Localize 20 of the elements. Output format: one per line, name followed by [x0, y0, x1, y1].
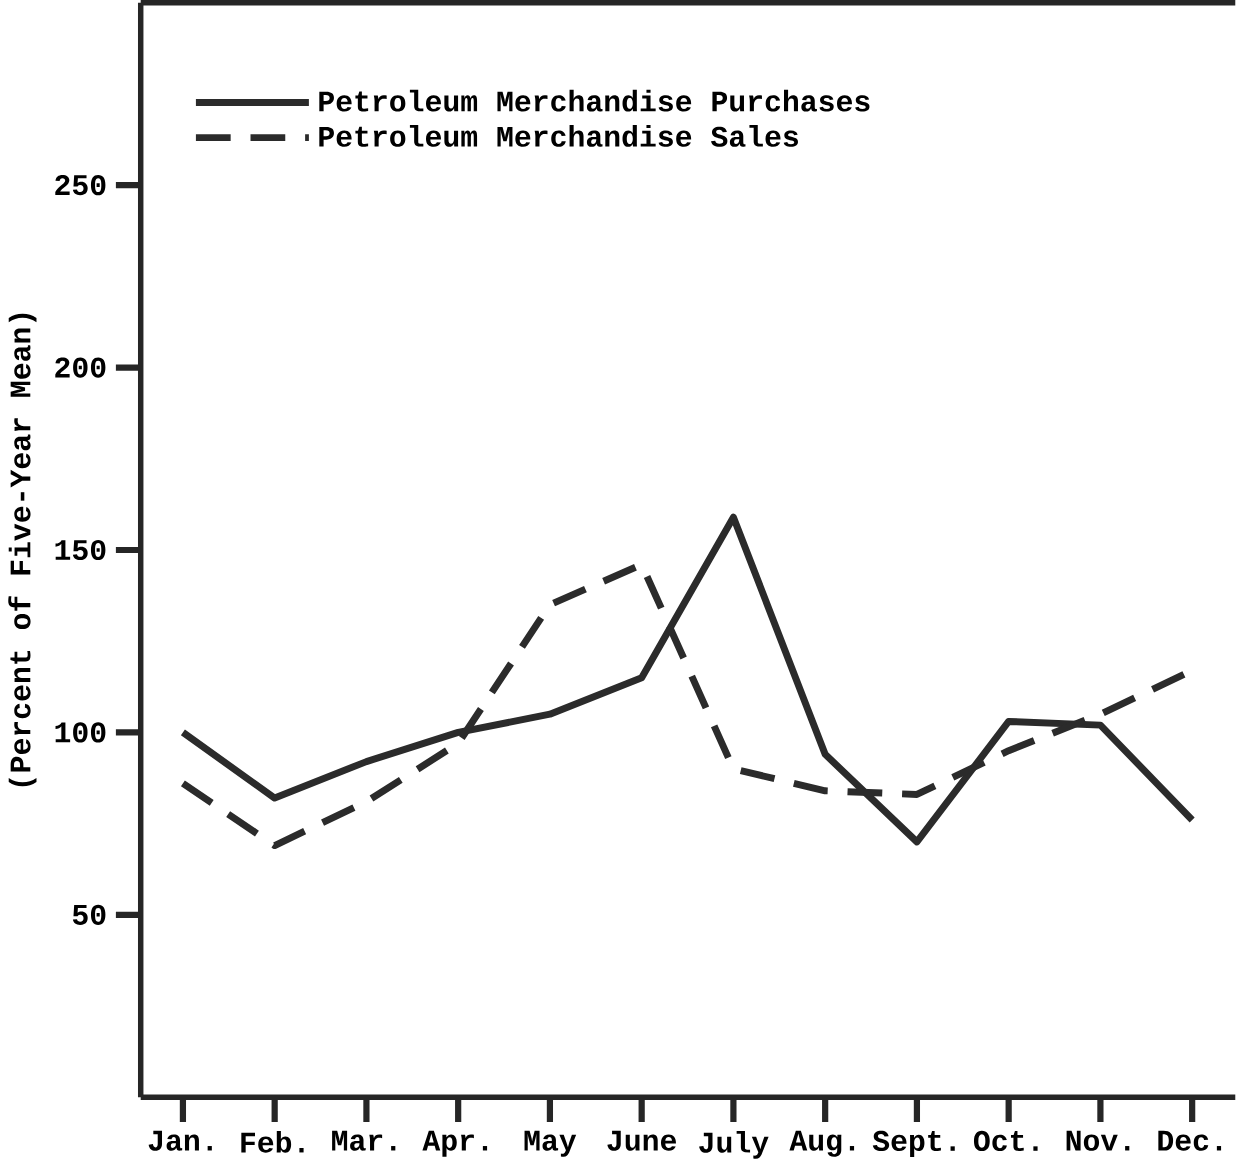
- y-tick-label: 250: [55, 175, 106, 196]
- legend-label: Petroleum Merchandise Sales: [319, 125, 798, 147]
- x-tick-label: Aug.: [789, 1130, 855, 1157]
- x-tick-label: Jan.: [148, 1130, 212, 1151]
- y-tick-label: 150: [55, 539, 106, 561]
- y-axis-title: (Percent of Five-Year Mean): [8, 313, 37, 787]
- x-tick-label: Sept.: [872, 1130, 955, 1158]
- x-tick-label: Feb.: [241, 1130, 304, 1153]
- x-tick-label: Mar.: [332, 1130, 396, 1151]
- x-tick-label: Dec.: [1158, 1130, 1222, 1151]
- x-tick-label: Nov.: [1066, 1130, 1130, 1151]
- y-tick-label: 200: [55, 357, 106, 378]
- x-tick-label: May: [524, 1130, 577, 1157]
- y-tick-label: 50: [72, 904, 106, 925]
- x-tick-label: July: [699, 1130, 769, 1159]
- x-tick-label: Apr.: [422, 1130, 488, 1157]
- x-tick-label: June: [607, 1130, 676, 1151]
- y-tick-label: 100: [55, 722, 106, 743]
- x-tick-label: Oct.: [973, 1130, 1038, 1152]
- legend-label: Petroleum Merchandise Purchases: [319, 89, 870, 112]
